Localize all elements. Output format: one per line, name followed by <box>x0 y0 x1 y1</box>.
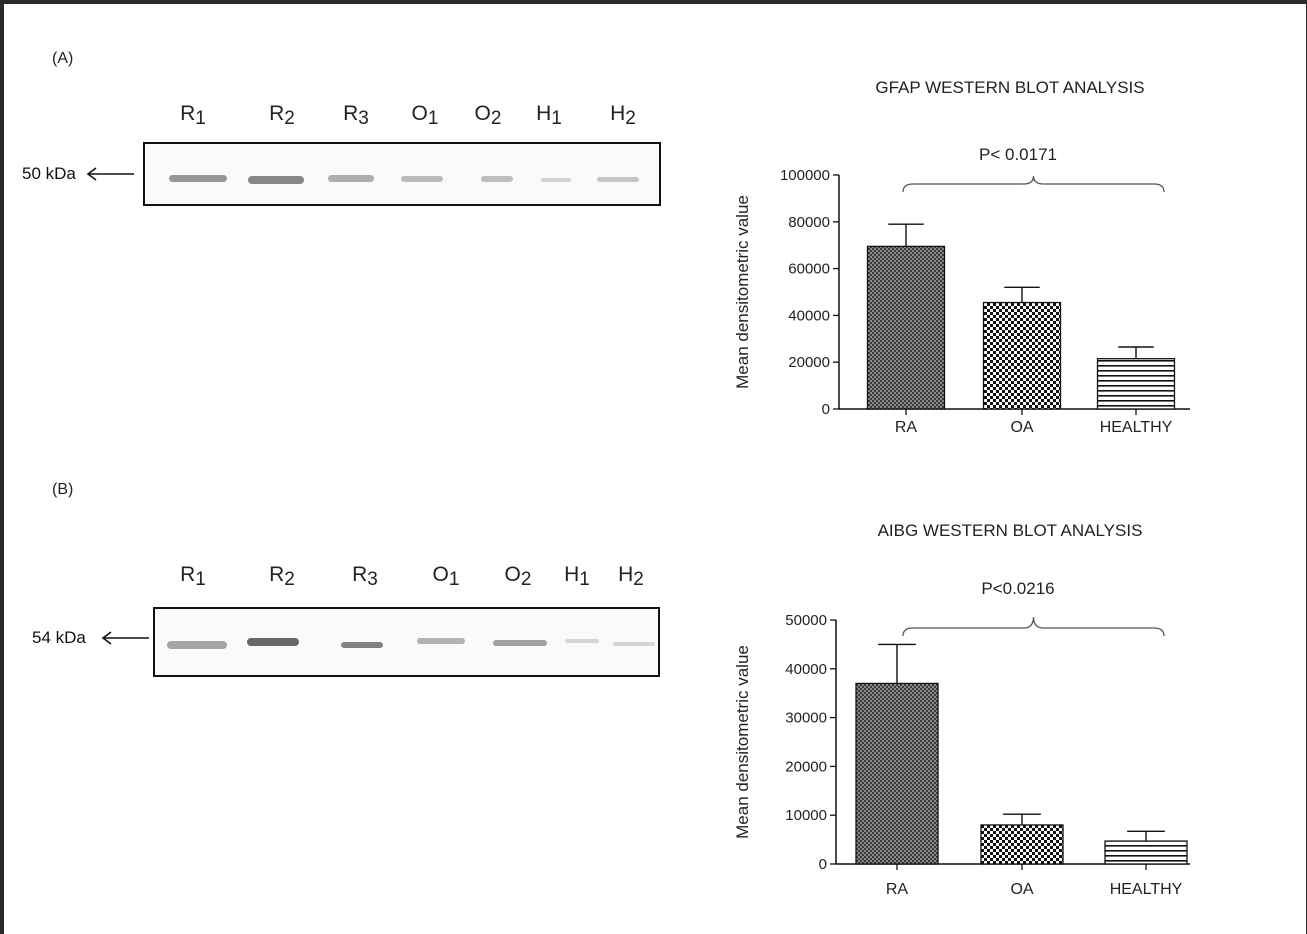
western-blot-image-b <box>153 607 660 677</box>
y-tick-label: 50000 <box>785 612 827 629</box>
y-tick-label: 20000 <box>785 758 827 775</box>
blot-band <box>565 639 599 643</box>
left-arrow-icon <box>101 631 149 645</box>
lane-label: R2 <box>269 563 295 590</box>
blot-band <box>493 640 547 646</box>
y-tick-label: 100000 <box>780 167 830 184</box>
bar-oa <box>980 824 1064 865</box>
blot-band <box>247 638 299 646</box>
blot-band <box>167 641 227 649</box>
significance-bracket <box>902 616 1165 637</box>
blot-band <box>597 177 639 182</box>
y-tick-label: 0 <box>819 856 827 873</box>
molecular-weight-label: 54 kDa <box>32 628 86 647</box>
bar-ra <box>866 245 946 410</box>
blot-band <box>541 178 571 182</box>
y-tick-label: 30000 <box>785 710 827 727</box>
y-tick-label: 40000 <box>785 661 827 678</box>
chart-title: AIBG WESTERN BLOT ANALYSIS <box>878 521 1143 540</box>
lane-label: R2 <box>269 102 295 129</box>
blot-band <box>328 175 374 182</box>
lane-label: O1 <box>411 102 439 129</box>
x-tick-label: OA <box>1010 419 1033 436</box>
lane-label: O1 <box>432 563 460 590</box>
y-axis-label: Mean densitometric value <box>733 195 752 389</box>
blot-band <box>248 176 304 184</box>
lane-label: O2 <box>474 102 502 129</box>
lane-label: R3 <box>343 102 369 129</box>
blot-band <box>481 176 513 182</box>
y-tick-label: 80000 <box>788 214 830 231</box>
bar-healthy <box>1096 358 1176 410</box>
lane-label: H1 <box>536 102 562 129</box>
y-tick-label: 60000 <box>788 261 830 278</box>
bar-ra <box>855 682 939 865</box>
y-tick-label: 0 <box>822 401 830 418</box>
western-blot-image-a <box>143 142 661 206</box>
bar-oa <box>982 301 1062 410</box>
left-arrow-icon <box>86 167 134 181</box>
lane-label: R3 <box>352 563 378 590</box>
lane-label: O2 <box>504 563 532 590</box>
significance-bracket <box>902 175 1165 193</box>
bar-healthy <box>1104 840 1188 865</box>
lane-label: R1 <box>180 563 206 590</box>
chart-title: GFAP WESTERN BLOT ANALYSIS <box>875 78 1144 97</box>
x-tick-label: OA <box>1010 881 1033 898</box>
x-tick-label: HEALTHY <box>1110 881 1183 898</box>
blot-band <box>341 642 383 648</box>
y-tick-label: 10000 <box>785 807 827 824</box>
molecular-weight-label: 50 kDa <box>22 164 76 183</box>
blot-band <box>401 176 443 182</box>
x-tick-label: RA <box>886 881 909 898</box>
x-tick-label: HEALTHY <box>1100 419 1173 436</box>
panel-a-label: (A) <box>52 50 74 67</box>
y-axis-label: Mean densitometric value <box>733 645 752 839</box>
lane-label: H2 <box>610 102 636 129</box>
y-tick-label: 40000 <box>788 307 830 324</box>
blot-band <box>613 642 655 646</box>
x-tick-label: RA <box>895 419 918 436</box>
lane-label: H1 <box>564 563 590 590</box>
lane-label: R1 <box>180 102 206 129</box>
p-value-annotation: P< 0.0171 <box>979 145 1057 164</box>
panel-b-label: (B) <box>52 481 74 498</box>
blot-band <box>417 638 465 644</box>
y-tick-label: 20000 <box>788 354 830 371</box>
p-value-annotation: P<0.0216 <box>981 579 1054 598</box>
lane-label: H2 <box>618 563 644 590</box>
blot-band <box>169 175 227 182</box>
